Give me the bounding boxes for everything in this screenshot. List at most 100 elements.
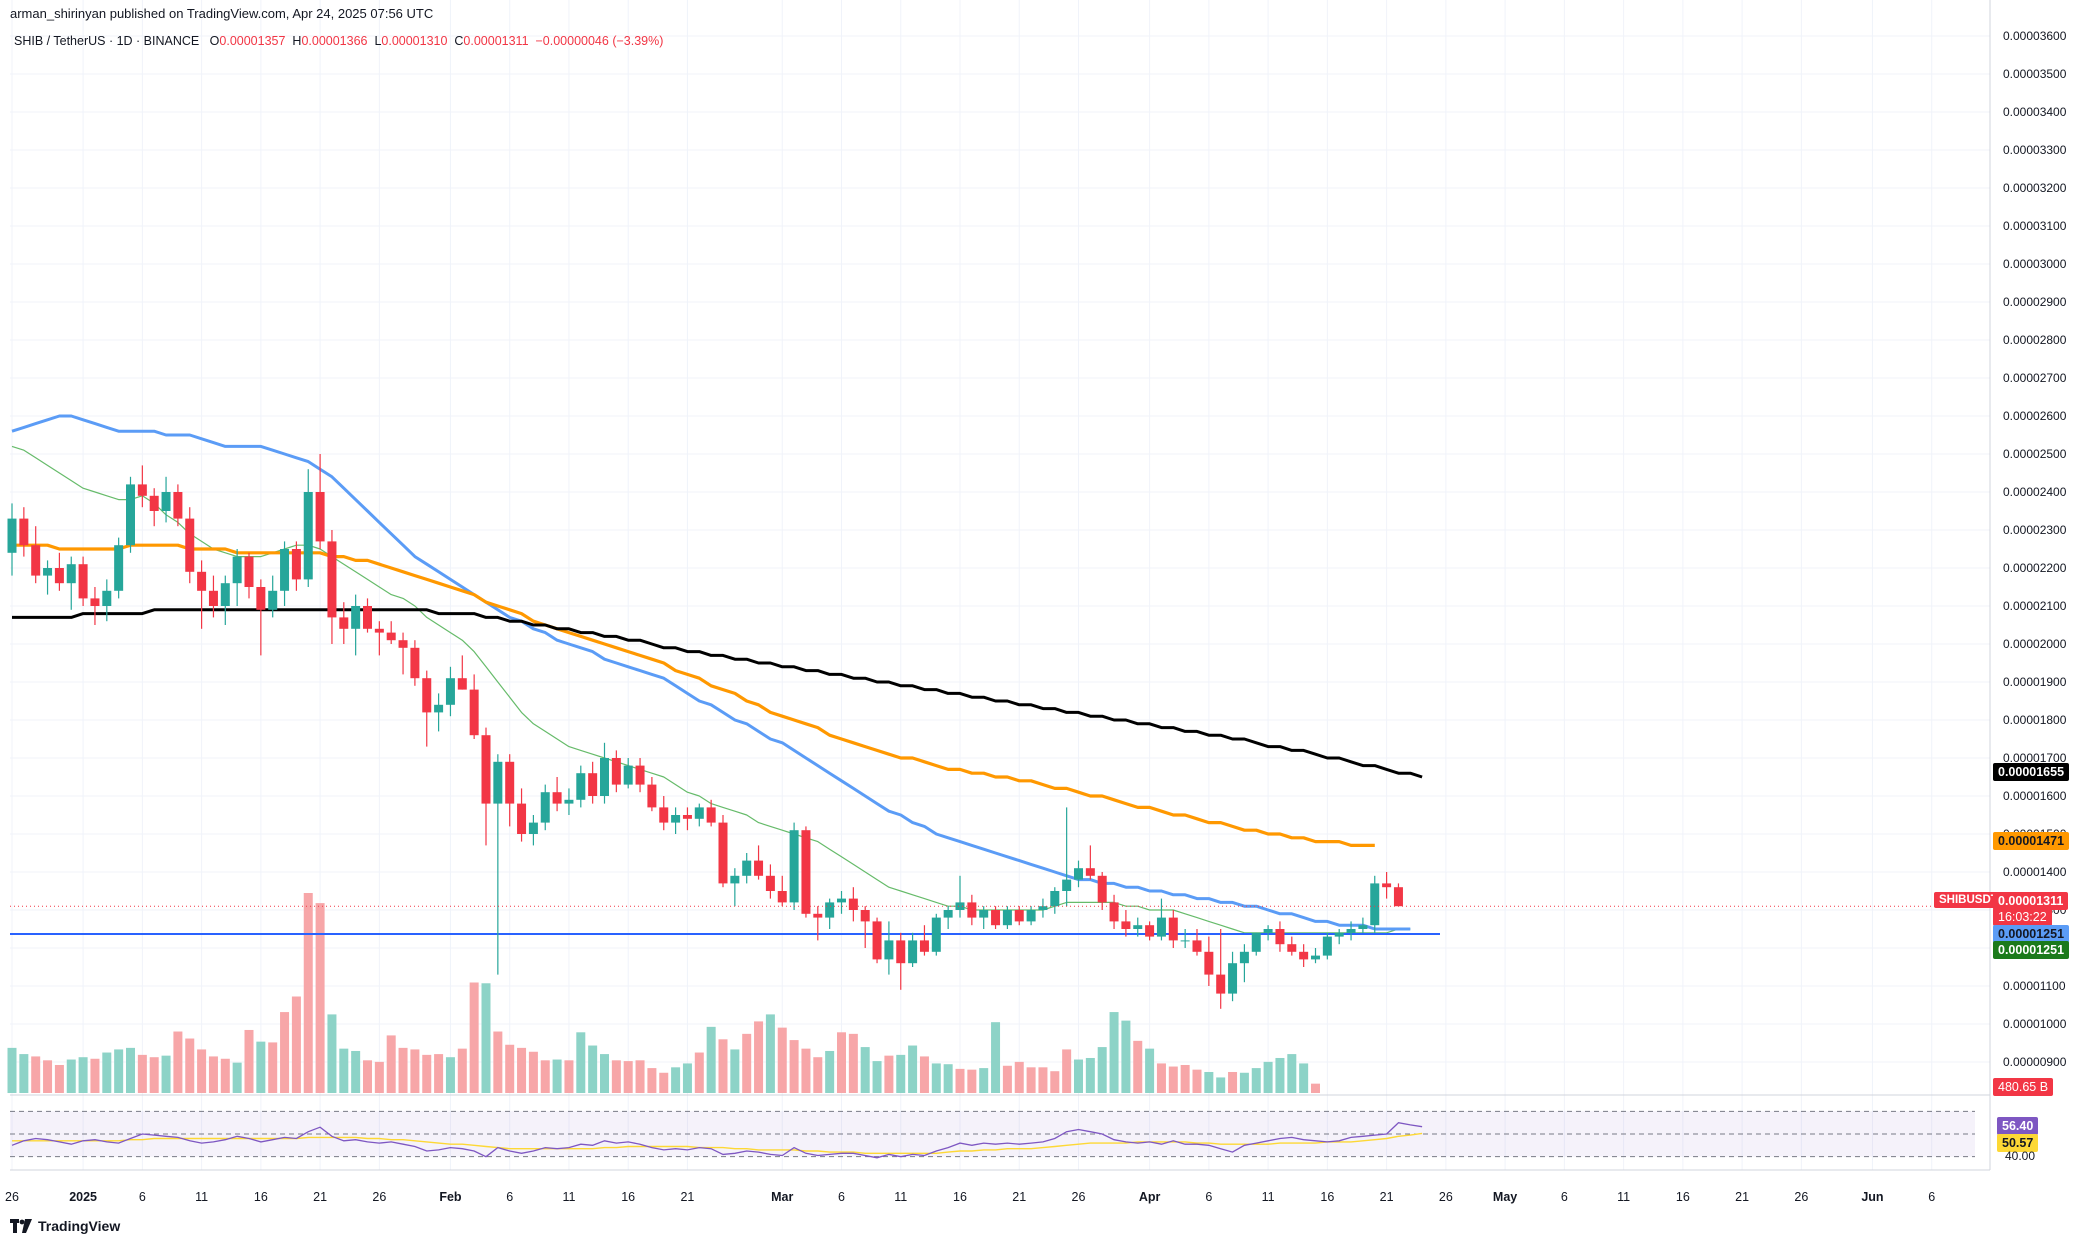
time-tick-label: 21 (680, 1190, 694, 1204)
candle-body (1358, 925, 1368, 929)
tradingview-logo-icon (10, 1219, 32, 1233)
volume-bar (1145, 1048, 1155, 1093)
candle-body (1085, 868, 1095, 876)
volume-bar (268, 1042, 278, 1093)
volume-bar (114, 1049, 124, 1093)
volume-bar (777, 1027, 787, 1093)
candle-body (386, 632, 396, 641)
volume-bar (1287, 1054, 1297, 1093)
rsi-value-label: 56.40 (1997, 1117, 2039, 1135)
candle (1370, 875, 1380, 933)
volume-bar (611, 1060, 621, 1093)
candle-body (422, 678, 432, 713)
ma50-line (11, 414, 1411, 931)
candle (872, 917, 882, 964)
candle-body (78, 564, 88, 599)
price-tick-label: 0.00001400 (2003, 865, 2067, 879)
candle (410, 640, 420, 686)
candle (126, 476, 135, 553)
candle-body (706, 807, 716, 823)
candle-body (540, 792, 550, 823)
volume-bar (1074, 1059, 1083, 1093)
candle (54, 552, 64, 591)
time-tick-label: Feb (439, 1190, 462, 1204)
time-tick-label: 11 (195, 1190, 208, 1204)
candle-body (1074, 868, 1083, 880)
time-tick-label: 26 (5, 1190, 19, 1204)
volume-bar (422, 1054, 432, 1093)
price-tick-label: 0.00002000 (2003, 637, 2067, 651)
volume-bar (232, 1062, 242, 1093)
candle (801, 826, 811, 918)
candle-body (517, 803, 527, 834)
price-tick-label: 0.00001800 (2003, 713, 2067, 727)
time-axis[interactable]: 26 2025 6 11 16 21 26 Feb 6 11 16 21 Mar 6 11 16 21 26 Apr… (5, 1190, 1935, 1204)
price-tick-label: 0.00001900 (2003, 675, 2067, 689)
candle (1192, 929, 1202, 956)
candle (1393, 883, 1403, 907)
volume-bar (1038, 1067, 1048, 1093)
candle-body (469, 689, 479, 736)
candle (600, 742, 609, 804)
price-tick-label: 0.00001100 (2003, 979, 2066, 993)
candle (244, 552, 254, 599)
candle (386, 621, 396, 644)
candle (31, 526, 41, 584)
candle-body (1263, 929, 1273, 933)
price-tick-label: 0.00003200 (2003, 181, 2067, 195)
candle-body (1097, 875, 1107, 903)
candle (528, 815, 538, 846)
candle-body (623, 765, 633, 785)
volume-bar (813, 1057, 823, 1093)
candle (7, 503, 17, 576)
candle (1002, 906, 1012, 929)
candle-body (339, 617, 349, 629)
candle (671, 807, 681, 834)
candle (943, 906, 953, 929)
candle (1263, 925, 1273, 941)
candle-body (1299, 951, 1309, 960)
candle (78, 556, 88, 606)
time-tick-label: 11 (894, 1190, 907, 1204)
volume-bar (351, 1050, 361, 1093)
price-tick-label: 0.00002300 (2003, 523, 2067, 537)
candle-body (7, 518, 17, 553)
candle (742, 853, 752, 884)
volume-bars (7, 893, 1320, 1093)
ma100-line (12, 543, 1375, 847)
volume-bar (363, 1060, 372, 1093)
candle-body (1346, 929, 1356, 933)
candle (564, 788, 574, 815)
time-tick-label: 16 (621, 1190, 635, 1204)
candle (363, 598, 372, 633)
symbol-pair[interactable]: SHIB / TetherUS · 1D · BINANCE (14, 34, 200, 48)
candle-body (161, 492, 171, 511)
candle (1358, 917, 1368, 933)
candle (837, 891, 846, 914)
volume-bar (374, 1061, 384, 1093)
candle (1085, 845, 1095, 880)
close-label: C (454, 34, 464, 48)
candle-body (813, 913, 823, 918)
volume-bar (837, 1032, 846, 1093)
candle (327, 530, 337, 644)
candle-body (244, 556, 254, 587)
candle (303, 469, 313, 587)
ticker-label: SHIBUSDT (1934, 892, 2003, 908)
time-tick-label: 21 (313, 1190, 327, 1204)
candle (1109, 894, 1119, 929)
candle-body (825, 902, 835, 918)
tradingview-logo[interactable]: TradingView (10, 1218, 120, 1234)
candle (208, 575, 218, 618)
time-tick-label: 6 (1205, 1190, 1212, 1204)
rsi-ma-label: 50.57 (1997, 1134, 2039, 1152)
volume-bar (718, 1039, 728, 1093)
price-tick-label: 0.00003100 (2003, 219, 2067, 233)
time-tick-label: 6 (139, 1190, 146, 1204)
candle (137, 465, 147, 508)
candle (552, 777, 562, 812)
candle-body (1145, 925, 1155, 937)
candle (825, 898, 835, 929)
candle-body (114, 545, 124, 591)
